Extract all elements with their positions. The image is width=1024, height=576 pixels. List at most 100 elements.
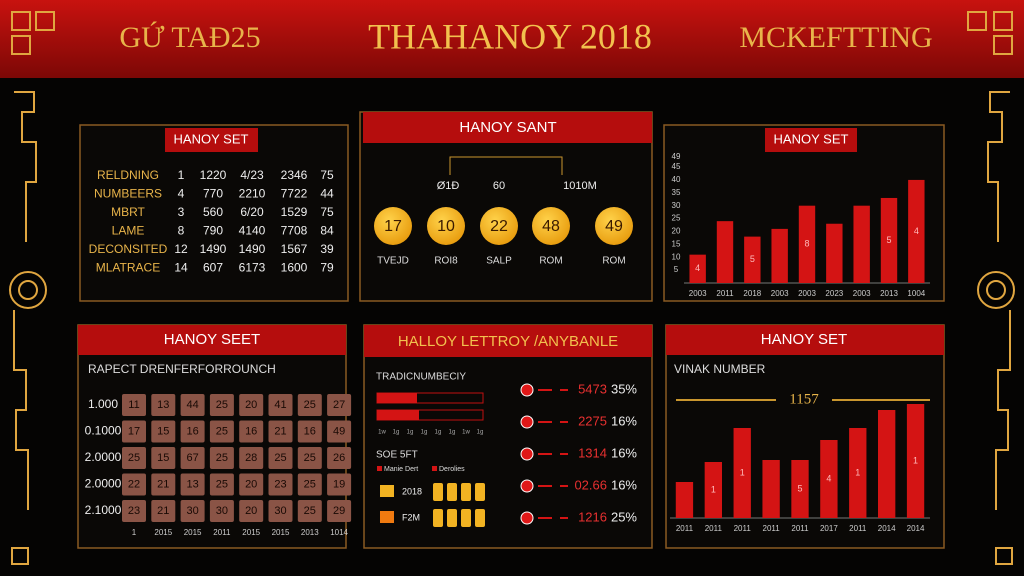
grid-cell bbox=[151, 500, 176, 522]
block bbox=[475, 509, 485, 527]
grid-number: 21 bbox=[157, 478, 169, 490]
grid-number: 15 bbox=[157, 425, 169, 437]
panel-headers bbox=[78, 112, 944, 357]
grid-number: 25 bbox=[216, 452, 228, 464]
y-tick-label: 45 bbox=[672, 162, 681, 171]
table-cell: 8 bbox=[178, 224, 185, 238]
grid-cell bbox=[122, 394, 146, 416]
grid-number: 16 bbox=[304, 425, 316, 437]
grid-number: 30 bbox=[216, 505, 228, 517]
grid-number: 67 bbox=[186, 452, 198, 464]
table-cell: 75 bbox=[320, 168, 334, 182]
y-tick-label: 15 bbox=[672, 239, 681, 248]
x-tick-label: 2013 bbox=[880, 289, 898, 298]
bar bbox=[798, 205, 816, 283]
grid-number: 30 bbox=[186, 505, 198, 517]
row-label: RELDNING bbox=[97, 168, 159, 182]
bar bbox=[762, 460, 780, 518]
grid-number: 23 bbox=[274, 478, 286, 490]
grid-cell bbox=[151, 420, 176, 443]
grid-number: 30 bbox=[274, 505, 286, 517]
lottery-ball bbox=[480, 207, 518, 245]
grid-number: 21 bbox=[157, 505, 169, 517]
block bbox=[447, 483, 457, 501]
table-cell: 4 bbox=[178, 187, 185, 201]
x-tick-label: 2011 bbox=[849, 524, 867, 533]
ball-label: TVEJD bbox=[377, 256, 409, 267]
bar bbox=[716, 221, 734, 283]
col-label: 2015 bbox=[272, 528, 290, 537]
grid-number: 11 bbox=[128, 399, 139, 411]
grid-number: 13 bbox=[186, 478, 198, 490]
y-tick-label: 5 bbox=[674, 265, 679, 274]
scale-label: 1w bbox=[462, 430, 470, 436]
bar bbox=[689, 254, 706, 283]
grid-cell bbox=[327, 420, 352, 443]
x-tick-label: 2011 bbox=[716, 289, 734, 298]
grid-cell bbox=[180, 500, 205, 522]
y-tick-label: 10 bbox=[672, 252, 681, 261]
grid-cell bbox=[122, 420, 146, 443]
grid-number: 44 bbox=[186, 399, 198, 411]
scale-label: 1g bbox=[435, 430, 442, 436]
table-cell: 12 bbox=[174, 242, 188, 256]
bar-label: 8 bbox=[804, 239, 809, 249]
table-cell: 39 bbox=[320, 242, 334, 256]
bar bbox=[849, 428, 867, 518]
x-tick-label: 1004 bbox=[907, 289, 925, 298]
legend-label: Derolies bbox=[439, 466, 465, 473]
header-title: THAHANOY 2018 bbox=[368, 16, 652, 56]
grid-number: 25 bbox=[216, 425, 228, 437]
bar-label: 1 bbox=[855, 467, 860, 477]
table-cell: 44 bbox=[320, 187, 334, 201]
stat-number: 5473 bbox=[578, 381, 607, 396]
panel-subtitle: VINAK NUMBER bbox=[674, 362, 766, 376]
ornaments bbox=[9, 11, 1015, 565]
grid-number: 25 bbox=[304, 505, 316, 517]
grid-number: 22 bbox=[128, 478, 140, 490]
grid-cell bbox=[268, 473, 293, 496]
bar bbox=[878, 410, 896, 518]
table-cell: 7708 bbox=[281, 224, 308, 238]
stat-dot bbox=[520, 415, 534, 429]
grid-cell bbox=[239, 394, 264, 416]
row-label: NUMBEERS bbox=[94, 187, 162, 201]
grid-cell bbox=[151, 447, 176, 469]
grid-cell bbox=[327, 500, 352, 522]
lottery-ball bbox=[595, 207, 633, 245]
target-label: 1157 bbox=[789, 391, 819, 407]
panel-tab: HANOY SET bbox=[174, 131, 249, 146]
grid-cell bbox=[297, 394, 322, 416]
stat-number: 02.66 bbox=[574, 477, 607, 492]
grid-cell bbox=[268, 420, 293, 443]
table-cell: 1490 bbox=[239, 242, 266, 256]
grid-number: 15 bbox=[157, 452, 169, 464]
bar-label: 5 bbox=[750, 254, 755, 264]
x-tick-label: 2023 bbox=[825, 289, 843, 298]
table-cell: 4/23 bbox=[240, 168, 264, 182]
lottery-ball bbox=[374, 207, 412, 245]
grid-number: 20 bbox=[245, 505, 257, 517]
grid-number: 25 bbox=[304, 399, 316, 411]
stat-dot bbox=[520, 447, 534, 461]
grid-number: 28 bbox=[245, 452, 257, 464]
top-label: 1010M bbox=[563, 180, 597, 192]
bar bbox=[820, 440, 838, 518]
grid-cell bbox=[209, 473, 234, 496]
row-label: 2.0000 bbox=[85, 477, 122, 491]
row-label: 0.1000 bbox=[85, 424, 122, 438]
stat-percent: 16% bbox=[611, 413, 637, 428]
ball-number: 49 bbox=[605, 218, 623, 235]
stat-number: 2275 bbox=[578, 413, 607, 428]
grid-cell bbox=[268, 394, 293, 416]
scale-label: 1g bbox=[407, 430, 414, 436]
y-tick-label: 49 bbox=[672, 152, 681, 161]
table-cell: 1529 bbox=[281, 205, 308, 219]
x-tick-label: 2018 bbox=[743, 289, 761, 298]
bar-label: 4 bbox=[914, 226, 919, 236]
grid-cell bbox=[327, 473, 352, 496]
col-label: 2013 bbox=[301, 528, 319, 537]
progress-bars bbox=[376, 392, 484, 523]
block bbox=[433, 483, 443, 501]
x-tick-label: 2017 bbox=[820, 524, 838, 533]
